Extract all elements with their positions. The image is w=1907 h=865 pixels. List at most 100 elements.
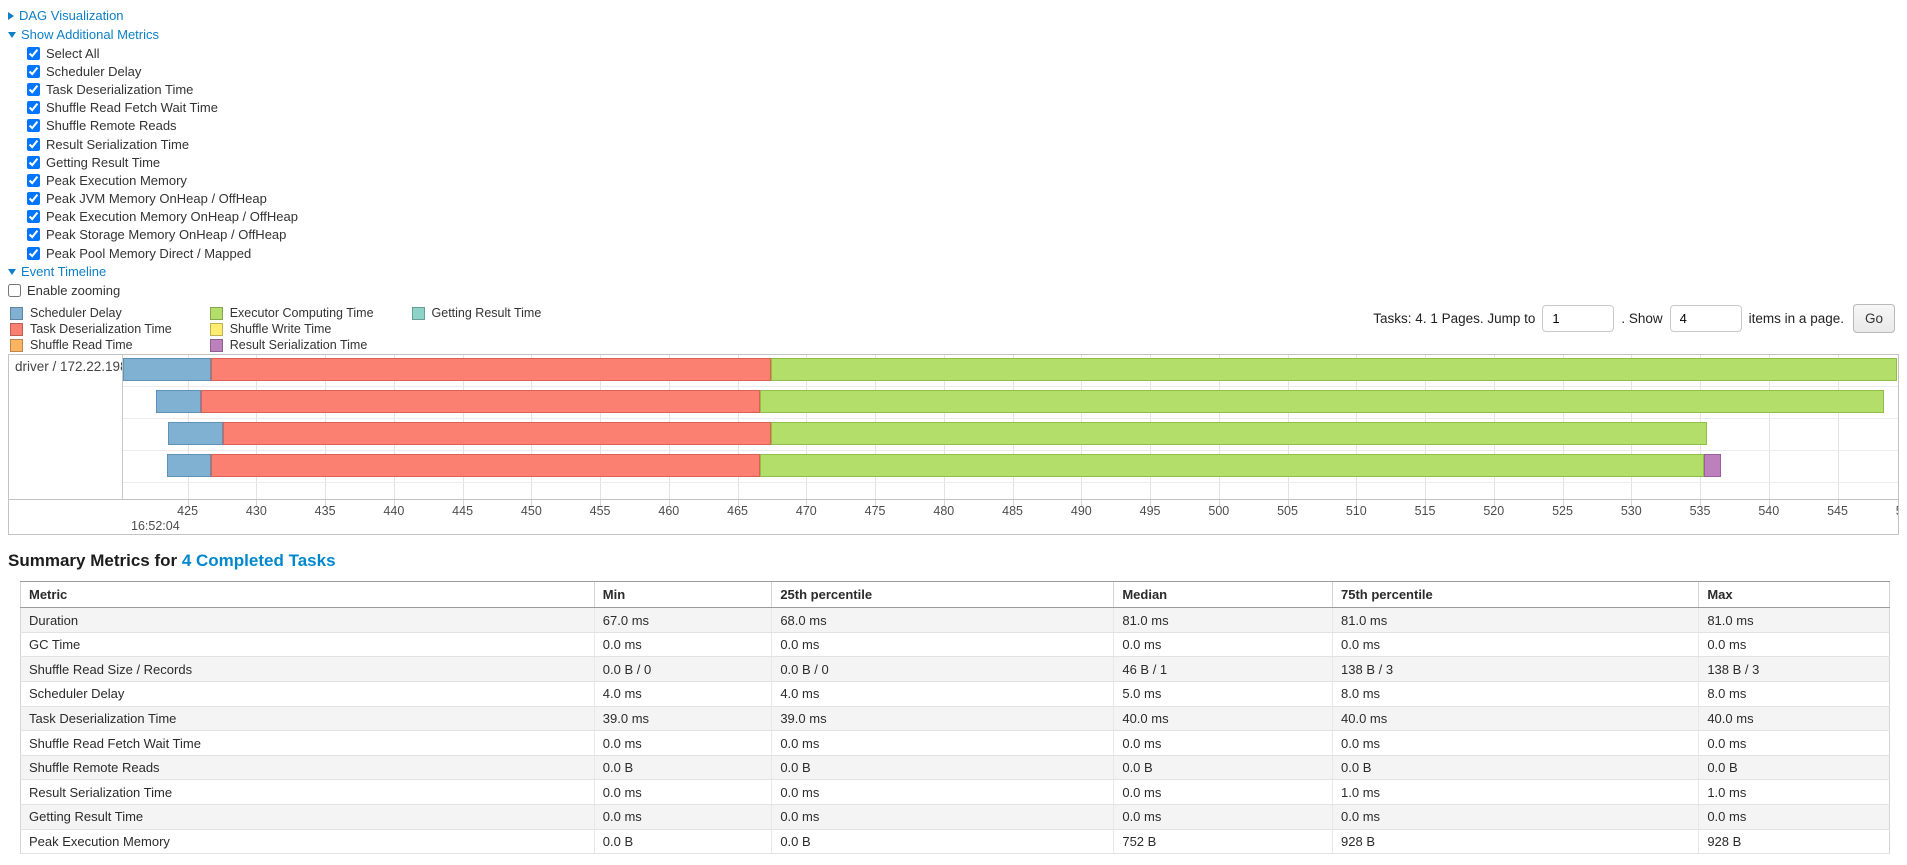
enable-zooming-checkbox[interactable] (8, 284, 21, 298)
metric-checkbox-label: Peak Execution Memory (46, 172, 187, 188)
metric-checkbox[interactable] (27, 64, 40, 78)
legend-item: Result Serialization Time (209, 338, 374, 352)
table-cell: 0.0 B (771, 829, 1114, 855)
legend-label: Shuffle Write Time (229, 322, 332, 337)
axis-tick-label: 530 (1620, 504, 1642, 519)
table-cell: 4.0 ms (593, 681, 772, 707)
table-cell: 138 B / 3 (1698, 656, 1890, 683)
task-bar-executor-computing[interactable] (770, 422, 1707, 446)
table-cell: 138 B / 3 (1332, 656, 1699, 683)
event-timeline-toggle[interactable]: Event Timeline (8, 262, 1907, 281)
axis-tick-label: 465 (727, 504, 749, 519)
legend-label: Task Deserialization Time (30, 322, 172, 337)
metric-checkbox[interactable] (27, 228, 40, 242)
show-additional-metrics-toggle[interactable]: Show Additional Metrics (8, 25, 1907, 44)
enable-zooming-label: Enable zooming (27, 283, 121, 299)
axis-tick-label: 490 (1070, 504, 1092, 519)
completed-tasks-link[interactable]: 4 Completed Tasks (181, 551, 336, 571)
dag-visualization-toggle[interactable]: DAG Visualization (8, 6, 1907, 25)
metric-checkbox-label: Peak JVM Memory OnHeap / OffHeap (46, 191, 267, 207)
metric-checkbox-row: Scheduler Delay (27, 62, 1907, 80)
table-cell: Shuffle Read Fetch Wait Time (20, 730, 595, 756)
table-cell: Getting Result Time (20, 804, 595, 830)
table-cell: 0.0 ms (1113, 779, 1333, 805)
axis-tick-label: 535 (1689, 504, 1711, 519)
table-cell: 0.0 B / 0 (771, 656, 1114, 683)
axis-tick (1218, 500, 1220, 508)
legend-swatch-icon (209, 322, 223, 336)
legend-swatch-icon (10, 306, 23, 320)
task-bar-executor-computing[interactable] (759, 454, 1705, 478)
legend-label: Shuffle Read Time (30, 338, 133, 353)
axis-tick-label: 510 (1345, 504, 1367, 519)
table-cell: 0.0 B (593, 829, 772, 855)
table-cell: GC Time (20, 632, 595, 658)
task-bar-task-deserialization[interactable] (210, 358, 771, 382)
legend-item: Shuffle Write Time (209, 322, 374, 337)
table-cell: 46 B / 1 (1113, 656, 1333, 683)
lane-separator (123, 450, 1898, 452)
table-row: Getting Result Time 0.0 ms 0.0 ms 0.0 ms 0.0… (20, 804, 1890, 830)
table-cell: Shuffle Read Size / Records (20, 656, 595, 683)
task-bar-result-serialization[interactable] (1704, 454, 1721, 478)
metric-checkbox-label: Peak Pool Memory Direct / Mapped (46, 245, 252, 261)
pagination-summary-text: Tasks: 4. 1 Pages. Jump to (1373, 311, 1536, 327)
items-per-page-input[interactable] (1669, 305, 1742, 333)
legend-item: Executor Computing Time (209, 306, 374, 321)
table-row: Scheduler Delay 4.0 ms 4.0 ms 5.0 ms 8.0 ms 8… (20, 681, 1890, 707)
summary-title-text: Summary Metrics for (8, 551, 182, 571)
table-cell: 0.0 ms (593, 779, 772, 805)
legend-swatch-icon (10, 322, 23, 336)
task-bar-task-deserialization[interactable] (201, 390, 760, 414)
axis-tick (1356, 500, 1358, 508)
metric-checkbox[interactable] (27, 155, 40, 169)
axis-tick-label: 470 (795, 504, 817, 519)
metric-checkbox[interactable] (27, 46, 40, 60)
legend-item: Task Deserialization Time (10, 322, 172, 336)
axis-tick (1700, 500, 1701, 508)
task-bar-scheduler-delay[interactable] (166, 454, 211, 478)
table-cell: 39.0 ms (593, 706, 772, 732)
metric-checkbox[interactable] (27, 192, 40, 206)
lane-separator (123, 386, 1898, 388)
table-cell: 0.0 ms (593, 804, 772, 830)
axis-tick (1837, 500, 1839, 508)
metric-checkbox[interactable] (27, 101, 40, 115)
metric-checkbox-row: Result Serialization Time (27, 135, 1907, 153)
metric-checkbox[interactable] (27, 82, 40, 96)
gridline (1837, 355, 1839, 500)
table-cell: 40.0 ms (1332, 706, 1699, 732)
dag-visualization-label: DAG Visualization (19, 8, 124, 23)
axis-tick-label: 525 (1552, 504, 1573, 519)
legend-label: Executor Computing Time (229, 306, 374, 321)
task-bar-scheduler-delay[interactable] (168, 422, 224, 446)
task-bar-task-deserialization[interactable] (223, 422, 771, 446)
table-cell: 0.0 ms (1698, 730, 1890, 756)
table-cell: 0.0 ms (771, 804, 1114, 830)
task-bar-executor-computing[interactable] (770, 358, 1897, 382)
event-timeline-chart: driver / 172.22.198.104 4254304354404454… (8, 354, 1899, 536)
axis-tick (1081, 500, 1083, 508)
task-bar-scheduler-delay[interactable] (155, 390, 202, 414)
table-cell: 68.0 ms (771, 607, 1114, 633)
metric-checkbox-label: Peak Execution Memory OnHeap / OffHeap (46, 209, 298, 225)
lane-separator (123, 418, 1898, 420)
jump-to-page-input[interactable] (1542, 305, 1615, 333)
metric-checkbox[interactable] (27, 137, 40, 151)
summary-table-header-row: Metric Min 25th percentile Median 75th perce… (20, 581, 1890, 609)
metric-checkbox[interactable] (27, 246, 40, 260)
metric-checkbox[interactable] (27, 210, 40, 224)
legend-item: Shuffle Read Time (10, 338, 172, 352)
table-cell: 5.0 ms (1113, 681, 1333, 707)
metric-checkbox[interactable] (27, 119, 40, 133)
metric-checkbox[interactable] (27, 173, 40, 187)
task-bar-task-deserialization[interactable] (210, 454, 760, 478)
lane-separator (123, 482, 1898, 484)
table-header-cell: Median (1113, 581, 1333, 609)
table-row: Result Serialization Time 0.0 ms 0.0 ms 0.0… (20, 779, 1890, 805)
task-bar-executor-computing[interactable] (759, 390, 1885, 414)
axis-tick-label: 435 (314, 504, 336, 519)
go-button[interactable]: Go (1852, 304, 1895, 334)
table-cell: 0.0 B (1698, 755, 1890, 781)
task-bar-scheduler-delay[interactable] (123, 358, 211, 382)
